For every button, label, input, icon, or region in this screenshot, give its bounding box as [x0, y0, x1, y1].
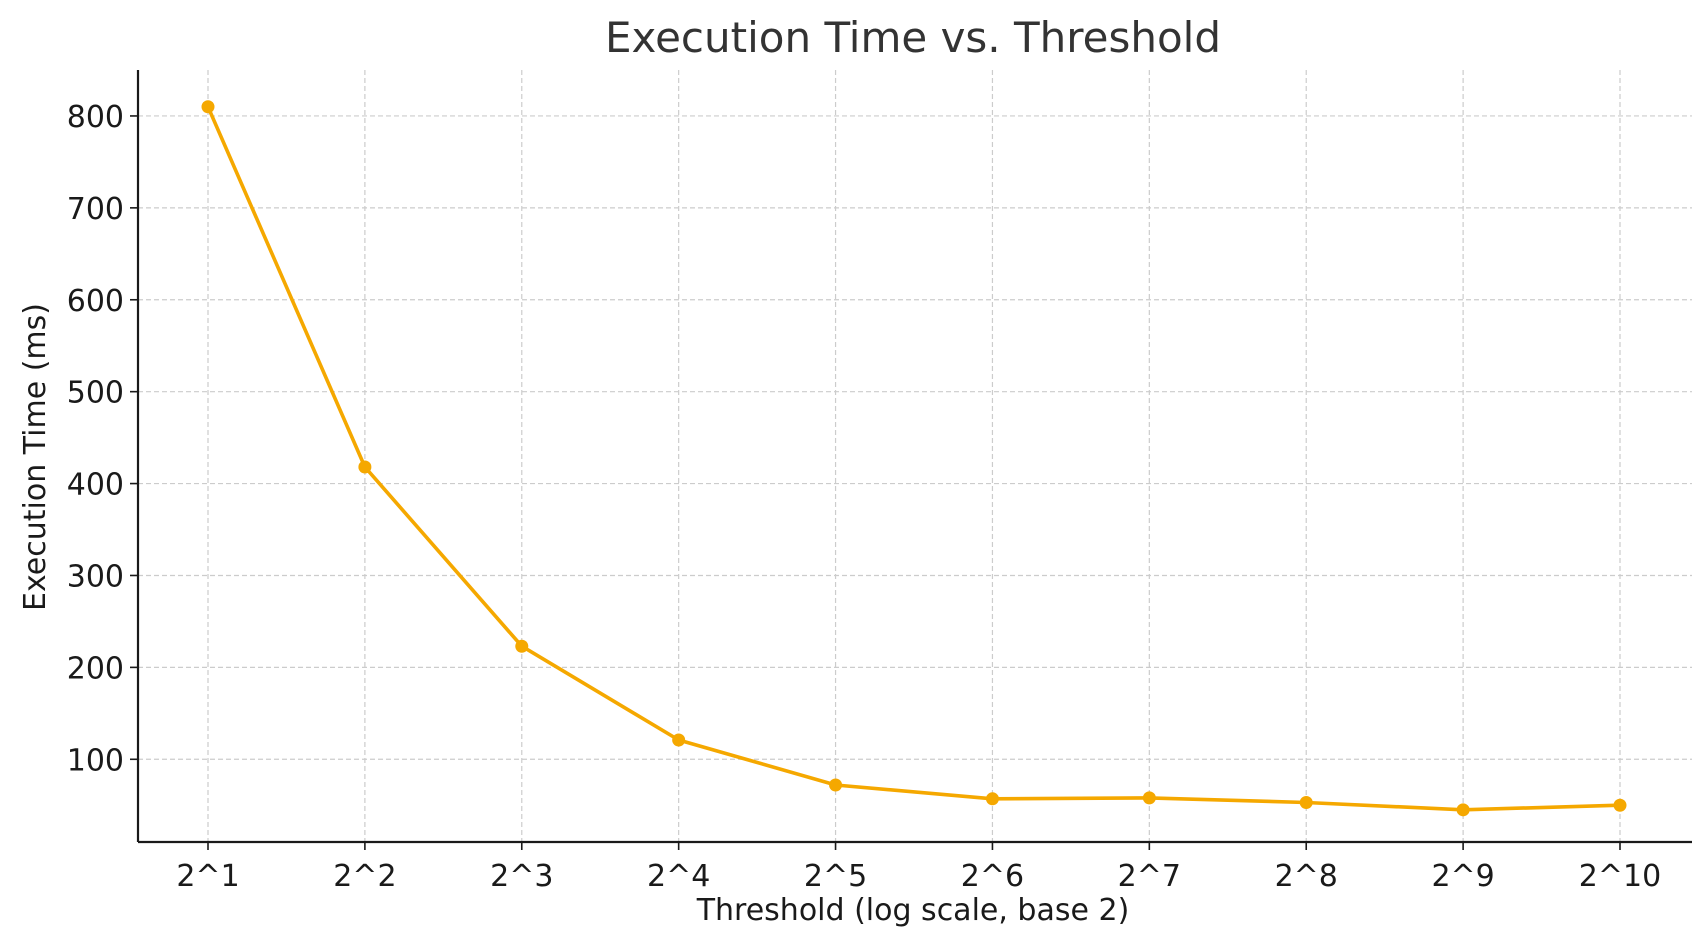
- data-point: [829, 778, 843, 792]
- y-tick-label: 500: [67, 376, 124, 411]
- x-tick-label: 2^8: [1275, 859, 1338, 894]
- series-line: [206, 105, 1622, 812]
- data-point: [1299, 795, 1313, 809]
- y-axis-ticks: 100 200 300 400 500 600 700 800: [67, 100, 138, 778]
- data-point: [1142, 791, 1156, 805]
- x-tick-label: 2^10: [1579, 859, 1661, 894]
- data-point: [672, 733, 686, 747]
- y-tick-label: 200: [67, 651, 124, 686]
- x-axis-label: Threshold (log scale, base 2): [696, 893, 1130, 928]
- data-point: [358, 460, 372, 474]
- chart-title: Execution Time vs. Threshold: [605, 13, 1221, 62]
- data-point: [1613, 798, 1627, 812]
- data-point: [985, 792, 999, 806]
- x-axis-ticks: 2^1 2^2 2^3 2^4 2^5 2^6 2^7 2^8 2^9 2^10: [176, 842, 1661, 894]
- series-group: [201, 100, 1627, 817]
- x-tick-label: 2^3: [490, 859, 553, 894]
- x-tick-label: 2^4: [647, 859, 710, 894]
- x-tick-label: 2^5: [804, 859, 867, 894]
- y-tick-label: 400: [67, 468, 124, 503]
- y-axis-label: Execution Time (ms): [18, 303, 53, 611]
- x-tick-label: 2^9: [1431, 859, 1494, 894]
- grid: [138, 70, 1692, 842]
- y-tick-label: 800: [67, 100, 124, 135]
- x-tick-label: 2^6: [961, 859, 1024, 894]
- data-point: [201, 100, 215, 114]
- data-point: [515, 639, 529, 653]
- data-point: [1456, 803, 1470, 817]
- axes: [136, 70, 1692, 844]
- x-tick-label: 2^1: [176, 859, 239, 894]
- y-tick-label: 700: [67, 192, 124, 227]
- x-tick-label: 2^7: [1118, 859, 1181, 894]
- y-tick-label: 600: [67, 284, 124, 319]
- y-tick-label: 100: [67, 743, 124, 778]
- x-tick-label: 2^2: [333, 859, 396, 894]
- y-tick-label: 300: [67, 559, 124, 594]
